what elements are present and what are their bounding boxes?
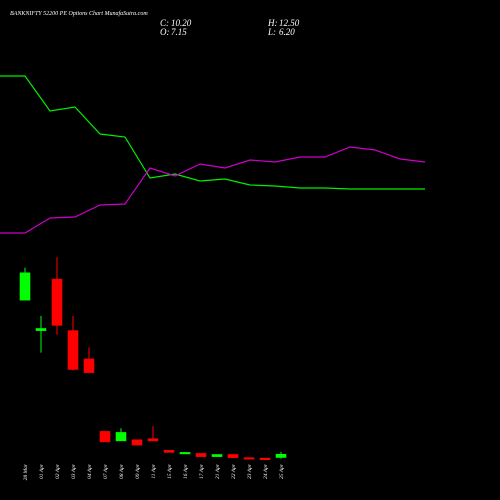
x-tick-label: 09 Apr: [135, 463, 141, 479]
summary-label: O:: [160, 27, 170, 37]
candle-body: [131, 439, 143, 446]
indicator-line: [0, 75, 425, 190]
candle-body: [147, 438, 159, 442]
candle-body: [195, 453, 207, 457]
summary-value: 10.20: [171, 18, 192, 28]
candle-body: [211, 454, 223, 457]
x-tick-label: 04 Apr: [86, 463, 93, 479]
x-tick-label: 17 Apr: [199, 463, 205, 479]
x-tick-label: 21 Apr: [215, 463, 221, 479]
x-tick-label: 03 Apr: [71, 463, 77, 479]
x-tick-label: 16 Apr: [183, 463, 189, 479]
summary-label: H:: [267, 18, 278, 28]
candle-body: [115, 432, 127, 442]
candle-body: [19, 272, 31, 301]
candle-body: [259, 457, 271, 460]
x-tick-label: 22 Apr: [231, 463, 237, 479]
summary-label: L:: [267, 27, 276, 37]
candle-body: [51, 278, 63, 326]
candle-body: [275, 453, 287, 458]
candle-body: [243, 457, 255, 460]
summary-label: C:: [160, 18, 169, 28]
candle-body: [163, 449, 175, 453]
candle-body: [99, 431, 111, 443]
candle-body: [179, 452, 191, 455]
indicator-line: [0, 146, 426, 234]
x-tick-label: 07 Apr: [103, 463, 109, 479]
candle-body: [83, 358, 95, 373]
summary-value: 12.50: [279, 18, 300, 28]
x-tick-label: 23 Apr: [247, 463, 253, 479]
x-tick-label: 25 Apr: [279, 463, 285, 479]
candle-body: [227, 454, 239, 458]
candle-body: [67, 330, 79, 370]
x-tick-label: 28 Mar: [23, 463, 29, 480]
x-tick-label: 01 Apr: [39, 463, 45, 479]
summary-value: 6.20: [279, 27, 295, 37]
chart-title: BANKNIFTY 52200 PE Options Chart MunafaS…: [10, 10, 148, 17]
x-tick-label: 15 Apr: [167, 463, 173, 479]
x-tick-label: 11 Apr: [151, 463, 157, 478]
x-tick-label: 02 Apr: [55, 463, 61, 479]
candle-body: [35, 328, 47, 331]
summary-value: 7.15: [171, 27, 187, 37]
x-tick-label: 24 Apr: [262, 463, 269, 479]
x-tick-label: 08 Apr: [119, 463, 125, 479]
